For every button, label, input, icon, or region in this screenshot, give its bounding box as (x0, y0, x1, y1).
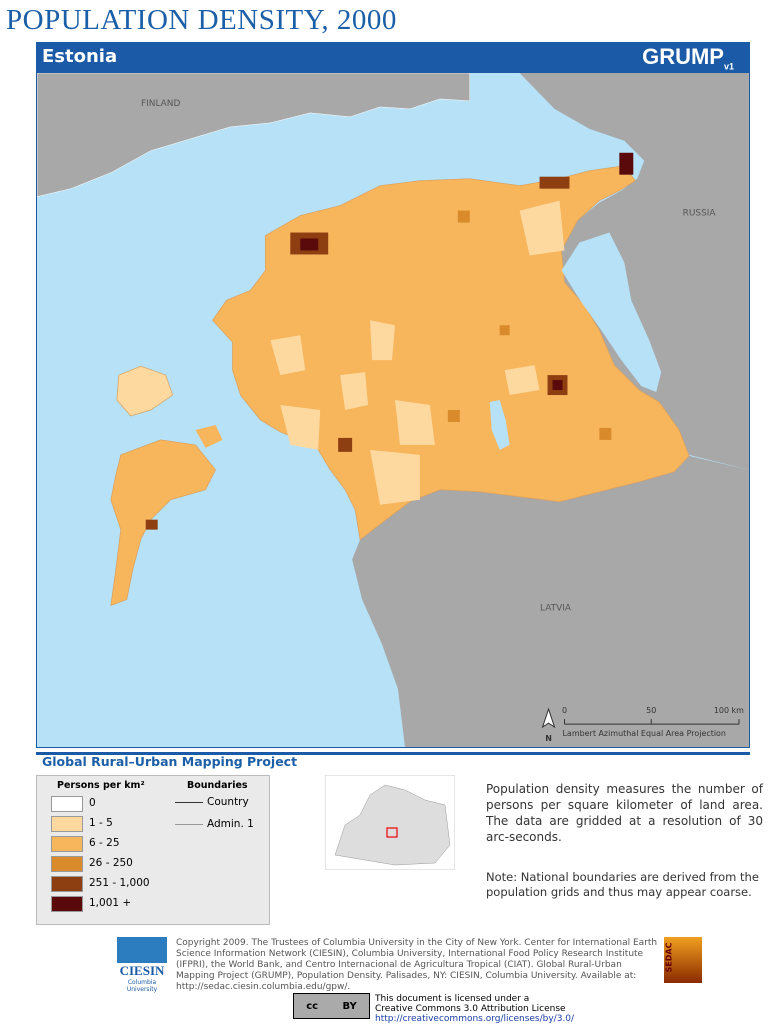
scale-label: 50 (646, 706, 656, 715)
map-feature (370, 320, 395, 361)
map-feature (334, 784, 451, 866)
estonia-mainland (212, 165, 690, 541)
legend-label: 26 - 250 (89, 857, 133, 869)
legend-swatch (51, 876, 83, 892)
ciesin-globe (117, 937, 167, 963)
by-text: BY (342, 1000, 357, 1012)
map-feature (338, 437, 353, 452)
russia (519, 73, 749, 470)
legend-swatch (51, 836, 83, 852)
title-bar: Estonia GRUMPv1 (36, 42, 750, 72)
legend: Persons per km² Boundaries 0 1 - 5 6 - 25 2… (36, 775, 270, 925)
map-feature (539, 176, 570, 189)
legend-swatch (51, 896, 83, 912)
map-feature (504, 365, 540, 396)
license-line: Creative Commons 3.0 Attribution License (375, 1004, 566, 1014)
map-feature (386, 827, 398, 838)
projection: Lambert Azimuthal Equal Area Projection (562, 729, 726, 738)
ciesin-text: CIESIN (119, 963, 165, 978)
latvia (352, 455, 749, 747)
description: Population density measures the number o… (486, 782, 763, 844)
lake-peipus (561, 232, 662, 393)
map-feature (519, 200, 565, 256)
legend-label: 1 - 5 (89, 817, 113, 829)
map-feature (145, 519, 158, 530)
map: FINLAND RUSSIA LATVIA 0 50 100 km Lamber… (36, 72, 750, 748)
boundary-label: Country (207, 796, 249, 808)
legend-swatch (51, 796, 83, 812)
ciesin-sub: Columbia University (126, 979, 158, 993)
map-feature (370, 449, 420, 505)
project-name: Global Rural–Urban Mapping Project (42, 754, 298, 769)
map-feature (619, 152, 634, 175)
legend-label: 251 - 1,000 (89, 877, 150, 889)
map-feature (457, 210, 470, 223)
map-feature (300, 238, 319, 251)
saaremaa (110, 439, 216, 606)
boundary-label: Admin. 1 (207, 818, 254, 830)
legend-swatch (51, 856, 83, 872)
russia-label: RUSSIA (683, 209, 717, 219)
map-feature (270, 335, 306, 376)
license: This document is licensed under a Creati… (375, 994, 574, 1024)
legend-swatch (51, 816, 83, 832)
sedac-logo: SEDAC (664, 937, 702, 983)
logo-version: v1 (723, 61, 734, 72)
title: POPULATION DENSITY, 2000 (6, 4, 397, 36)
license-link[interactable]: http://creativecommons.org/licenses/by/3… (375, 1014, 575, 1024)
legend-label: 6 - 25 (89, 837, 120, 849)
map-feature (394, 400, 435, 445)
note: Note: National boundaries are derived fr… (486, 870, 759, 899)
legend-label: 1,001 + (89, 897, 132, 909)
scale-label: 0 (562, 706, 567, 715)
lake-vortsjarv (489, 400, 510, 450)
separator (36, 752, 750, 755)
map-feature (552, 380, 563, 391)
cc-text: cc (306, 1000, 319, 1012)
map-feature (447, 410, 460, 422)
admin-line (175, 824, 203, 825)
country-name: Estonia (42, 46, 118, 67)
low-density-areas (270, 200, 565, 505)
locator-map (325, 775, 455, 870)
map-feature (599, 427, 612, 440)
copyright: Copyright 2009. The Trustees of Columbia… (176, 938, 658, 992)
grump-logo: GRUMPv1 (642, 44, 734, 71)
finland (37, 73, 471, 197)
scale-label: 100 km (714, 706, 744, 715)
map-feature (280, 405, 321, 450)
boundaries-title: Boundaries (187, 780, 248, 791)
legend-label: 0 (89, 797, 96, 809)
north-label: N (545, 734, 552, 743)
legend-title: Persons per km² (57, 780, 145, 791)
finland-label: FINLAND (141, 99, 181, 109)
map-feature (340, 372, 369, 410)
sedac-text: SEDAC (664, 942, 674, 973)
muhu (195, 424, 223, 448)
map-feature (499, 325, 510, 336)
north-arrow (541, 707, 556, 729)
urban-areas (145, 152, 634, 530)
latvia-label: LATVIA (540, 603, 572, 613)
country-line (175, 802, 203, 803)
cc-badge: cc BY (293, 993, 370, 1019)
scale-bar: 0 50 100 km Lambert Azimuthal Equal Area… (541, 706, 744, 743)
ciesin-logo: CIESIN Columbia University (113, 937, 171, 993)
hiiumaa (116, 365, 174, 417)
logo-text: GRUMP (642, 44, 724, 69)
license-line: This document is licensed under a (375, 994, 530, 1004)
